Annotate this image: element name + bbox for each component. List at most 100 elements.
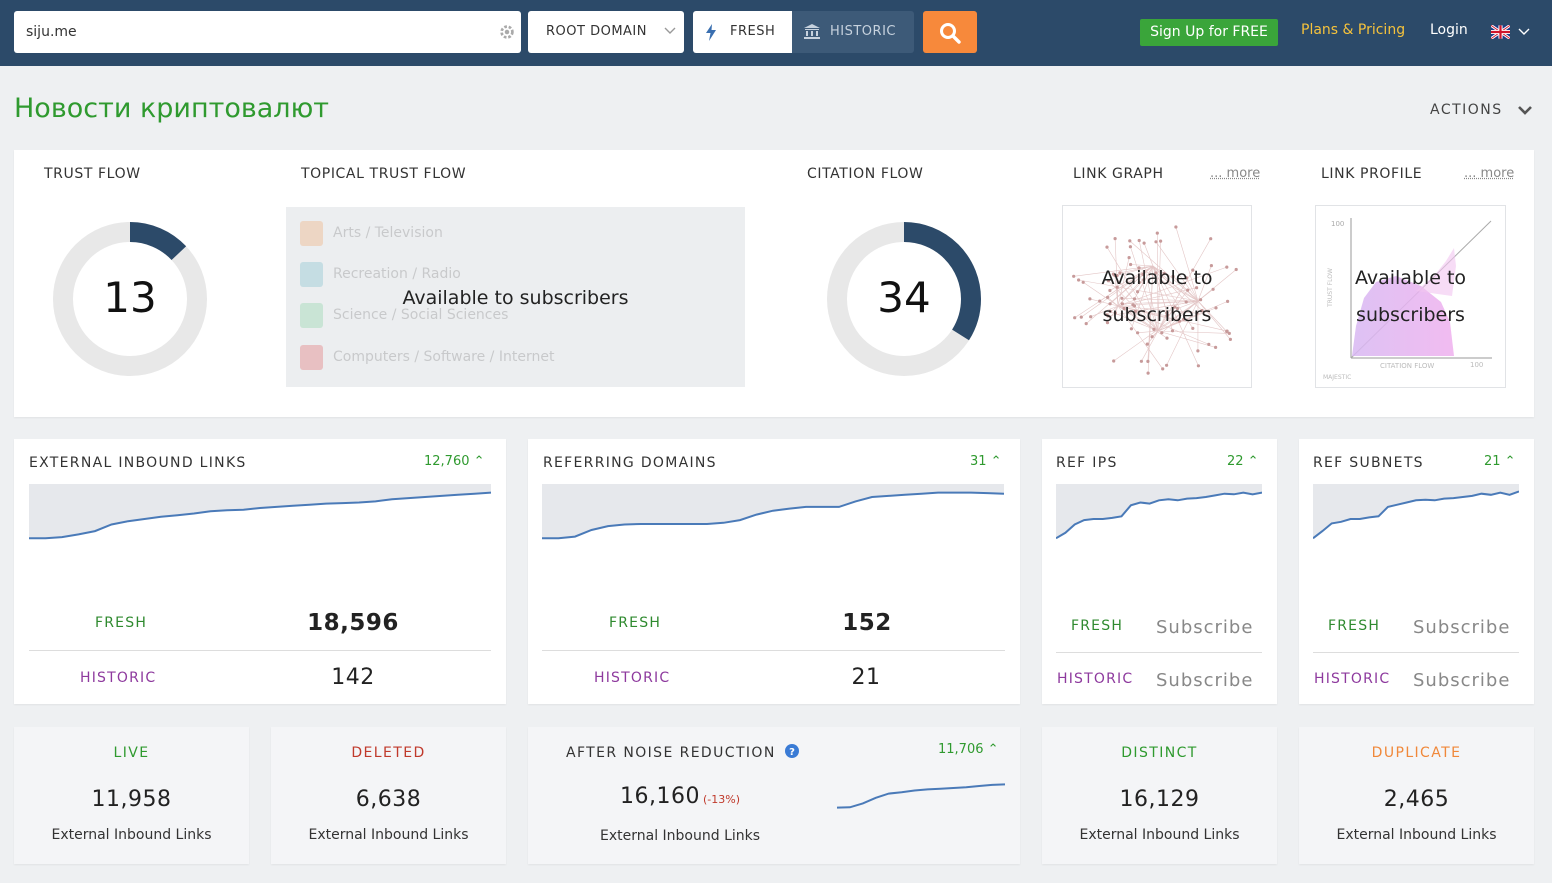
topic-label: Computers / Software / Internet bbox=[333, 349, 555, 365]
card-subtitle: External Inbound Links bbox=[1079, 827, 1240, 843]
svg-text:?: ? bbox=[789, 747, 795, 758]
delta-value: 22 ⌃ bbox=[1227, 454, 1259, 469]
graph-node bbox=[1077, 278, 1081, 282]
graph-node bbox=[1162, 271, 1166, 276]
historic-label: HISTORIC bbox=[1057, 671, 1134, 687]
graph-node bbox=[1234, 267, 1238, 272]
graph-node bbox=[1173, 305, 1177, 309]
graph-node bbox=[1084, 322, 1088, 326]
top-bar: ROOT DOMAIN FRESH HISTORIC Sign Up for F… bbox=[0, 0, 1552, 66]
graph-node bbox=[1129, 327, 1133, 331]
card-value: 2,465 bbox=[1383, 787, 1450, 812]
card-title: REF IPS bbox=[1056, 455, 1118, 471]
link-graph-overlay-line2: subscribers bbox=[1102, 304, 1212, 326]
graph-node bbox=[1174, 225, 1178, 229]
fresh-subscribe-link[interactable]: Subscribe bbox=[1156, 617, 1254, 638]
graph-node bbox=[1128, 245, 1132, 249]
help-icon[interactable]: ? bbox=[785, 744, 799, 758]
historic-subscribe-link[interactable]: Subscribe bbox=[1156, 670, 1254, 691]
search-input[interactable] bbox=[14, 11, 484, 53]
search-button[interactable] bbox=[923, 11, 977, 53]
chevron-down-icon[interactable] bbox=[1518, 104, 1532, 116]
fresh-subscribe-link[interactable]: Subscribe bbox=[1413, 617, 1511, 638]
card-subtitle: External Inbound Links bbox=[1336, 827, 1497, 843]
historic-index-button[interactable]: HISTORIC bbox=[792, 11, 914, 53]
graph-edge bbox=[1130, 264, 1154, 267]
gear-icon[interactable] bbox=[498, 23, 516, 41]
topic-label: Recreation / Radio bbox=[333, 266, 461, 282]
graph-node bbox=[1227, 331, 1231, 335]
graph-edge bbox=[1157, 233, 1159, 332]
graph-node bbox=[1106, 314, 1110, 318]
graph-node bbox=[1146, 359, 1150, 363]
referring-domains-card: REFERRING DOMAINS 31 ⌃ FRESH 152 HISTORI… bbox=[528, 439, 1020, 704]
trust-flow-value: 13 bbox=[103, 273, 157, 322]
topic-item: Science / Social Sciences bbox=[300, 303, 600, 328]
link-profile-preview: 100 TRUST FLOW CITATION FLOW 100 MAJESTI… bbox=[1315, 205, 1506, 388]
graph-node bbox=[1115, 285, 1119, 289]
historic-subscribe-link[interactable]: Subscribe bbox=[1413, 670, 1511, 691]
uk-flag-icon[interactable] bbox=[1491, 25, 1510, 39]
graph-node bbox=[1214, 306, 1218, 310]
graph-node bbox=[1111, 272, 1115, 276]
graph-edge bbox=[1186, 277, 1199, 302]
graph-node bbox=[1139, 359, 1143, 363]
fresh-index-label: FRESH bbox=[730, 24, 776, 39]
link-profile-more-link[interactable]: ... more bbox=[1464, 166, 1515, 181]
language-chevron-icon[interactable] bbox=[1518, 27, 1530, 37]
link-graph-more-link[interactable]: ... more bbox=[1210, 166, 1261, 181]
divider bbox=[1313, 652, 1519, 653]
graph-edge bbox=[1117, 305, 1163, 370]
login-link[interactable]: Login bbox=[1430, 22, 1468, 38]
ref-ips-card: REF IPS 22 ⌃ FRESH Subscribe HISTORIC Su… bbox=[1042, 439, 1277, 704]
delta-value: 21 ⌃ bbox=[1484, 454, 1516, 469]
fresh-label: FRESH bbox=[609, 615, 662, 631]
link-profile-y-tick: 100 bbox=[1331, 220, 1345, 228]
link-profile-label: LINK PROFILE bbox=[1321, 166, 1423, 182]
graph-node bbox=[1137, 266, 1141, 270]
graph-node bbox=[1195, 311, 1199, 315]
sparkline-line bbox=[29, 491, 491, 540]
graph-node bbox=[1105, 321, 1110, 325]
graph-edge bbox=[1119, 265, 1154, 274]
historic-label: HISTORIC bbox=[594, 670, 671, 686]
graph-node bbox=[1132, 297, 1137, 301]
graph-edge bbox=[1157, 330, 1230, 334]
graph-node bbox=[1079, 315, 1083, 319]
link-graph-overlay-line1: Available to bbox=[1101, 267, 1213, 289]
sparkline-area bbox=[1313, 484, 1519, 539]
graph-edge bbox=[1107, 305, 1119, 323]
graph-node bbox=[1228, 337, 1232, 341]
graph-edge bbox=[1157, 269, 1194, 332]
graph-node bbox=[1115, 273, 1119, 278]
sparkline-area bbox=[1056, 484, 1262, 539]
delta-value: 31 ⌃ bbox=[970, 454, 1002, 469]
sparkline bbox=[837, 783, 1005, 809]
graph-node bbox=[1129, 262, 1133, 267]
graph-edge bbox=[1152, 265, 1203, 311]
graph-node bbox=[1154, 240, 1158, 244]
graph-node bbox=[1089, 315, 1093, 319]
graph-edge bbox=[1172, 276, 1199, 302]
graph-node bbox=[1182, 317, 1186, 321]
fresh-index-button[interactable]: FRESH bbox=[693, 11, 792, 53]
card-value: 16,160 bbox=[620, 784, 700, 809]
plans-pricing-link[interactable]: Plans & Pricing bbox=[1301, 22, 1406, 38]
delta-number: 22 bbox=[1227, 454, 1244, 469]
external-inbound-links-card: EXTERNAL INBOUND LINKS 12,760 ⌃ FRESH 18… bbox=[14, 439, 506, 704]
topic-swatch bbox=[300, 345, 323, 370]
graph-node bbox=[1072, 274, 1076, 278]
scope-select[interactable]: ROOT DOMAIN bbox=[528, 11, 684, 53]
delta-number: 31 bbox=[970, 454, 987, 469]
graph-node bbox=[1146, 371, 1150, 375]
graph-edge bbox=[1152, 265, 1173, 331]
signup-button[interactable]: Sign Up for FREE bbox=[1140, 19, 1278, 46]
distinct-links-card: DISTINCT 16,129 External Inbound Links bbox=[1042, 727, 1277, 864]
actions-menu[interactable]: ACTIONS bbox=[1430, 102, 1503, 118]
topic-item: Recreation / Radio bbox=[300, 262, 600, 287]
graph-edge bbox=[1117, 287, 1197, 307]
graph-node bbox=[1207, 342, 1211, 346]
ref-subnets-card: REF SUBNETS 21 ⌃ FRESH Subscribe HISTORI… bbox=[1299, 439, 1534, 704]
graph-edge bbox=[1074, 265, 1154, 318]
graph-node bbox=[1171, 274, 1175, 278]
